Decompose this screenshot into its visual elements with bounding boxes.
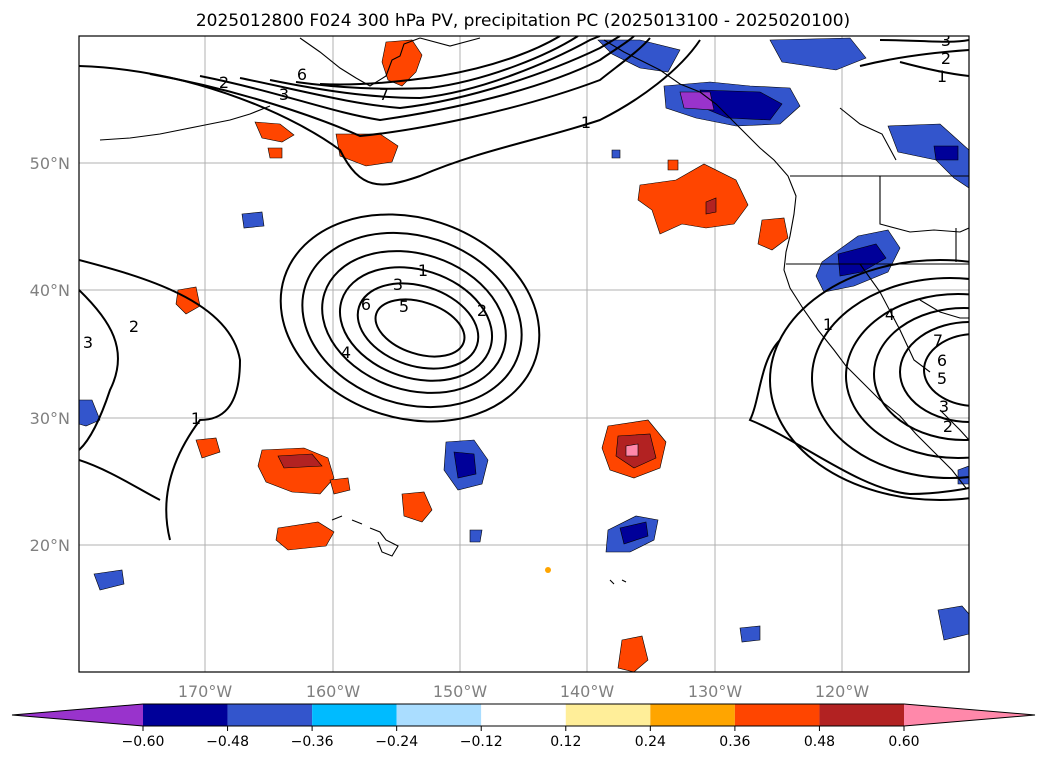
colorbar-segment: [143, 704, 228, 726]
contour-label: 3: [393, 275, 403, 294]
contour-label: 2: [941, 49, 951, 68]
precip-negative-canada-north: [769, 37, 867, 71]
colorbar-tick-label: −0.24: [375, 734, 418, 750]
contour-label: 1: [823, 315, 833, 334]
colorbar-extend-min: [12, 704, 143, 726]
graticule: [79, 36, 969, 672]
precip-positive-aleutian: [254, 121, 295, 143]
contour-label: 3: [939, 397, 949, 416]
contour-label: 3: [279, 85, 289, 104]
colorbar: −0.60 −0.48 −0.36 −0.24 −0.12 0.12 0.24 0.36 0.4…: [11, 703, 1036, 750]
lat-label: 20°N: [30, 536, 70, 555]
colorbar-tick-label: 0.60: [888, 734, 919, 750]
colorbar-tick-label: 0.48: [804, 734, 835, 750]
figure-title: 2025012800 F024 300 hPa PV, precipitatio…: [196, 11, 850, 31]
colorbar-tick-label: −0.12: [460, 734, 503, 750]
colorbar-segment: [396, 704, 482, 726]
contour-label: 5: [937, 369, 947, 388]
lon-label: 130°W: [688, 682, 743, 701]
contour-label: 6: [361, 295, 371, 314]
contour-label: 2: [129, 317, 139, 336]
contour-label: 3: [83, 333, 93, 352]
contour-label: 1: [418, 261, 428, 280]
contour-label: 6: [297, 65, 307, 84]
pv-contour-labels: 1 2 3 4 5 6 2 3 6 7 1 3 2 1 1 4 7 6 5 3 …: [83, 31, 953, 436]
colorbar-tick-label: −0.36: [291, 734, 334, 750]
lon-label: 140°W: [560, 682, 615, 701]
latitude-labels: 50°N 40°N 30°N 20°N: [30, 154, 70, 555]
coastlines: [99, 37, 969, 585]
contour-label: 2: [477, 301, 487, 320]
lat-label: 40°N: [30, 281, 70, 300]
contour-label: 1: [937, 67, 947, 86]
precipitation-shading: [79, 37, 969, 672]
colorbar-segment: [650, 704, 735, 726]
precip-positive-oregon-coast: [757, 217, 789, 251]
map-content: 1 2 3 4 5 6 2 3 6 7 1 3 2 1 1 4 7 6 5 3 …: [79, 31, 969, 672]
contour-label: 2: [219, 73, 229, 92]
lon-label: 150°W: [433, 682, 488, 701]
precip-positive-alaska: [381, 39, 423, 87]
colorbar-tick-label: −0.48: [206, 734, 249, 750]
longitude-labels: 170°W 160°W 150°W 140°W 130°W 120°W: [178, 682, 870, 701]
lon-label: 120°W: [815, 682, 870, 701]
pv-contours: [79, 36, 969, 541]
contour-label: 1: [581, 113, 591, 132]
contour-label: 5: [399, 297, 409, 316]
contour-label: 3: [941, 31, 951, 50]
contour-label: 4: [341, 343, 351, 362]
contour-label: 7: [379, 85, 389, 104]
lat-label: 50°N: [30, 154, 70, 173]
lat-label: 30°N: [30, 409, 70, 428]
lon-label: 160°W: [306, 682, 361, 701]
colorbar-tick-label: −0.60: [122, 734, 165, 750]
contour-label: 1: [191, 409, 201, 428]
colorbar-segment: [227, 704, 313, 726]
colorbar-tick-label: 0.36: [719, 734, 750, 750]
colorbar-tick-label: 0.24: [635, 734, 666, 750]
precip-positive-northeast-pacific: [637, 163, 749, 235]
colorbar-segment: [734, 704, 820, 726]
lon-label: 170°W: [178, 682, 233, 701]
colorbar-segment: [312, 704, 397, 726]
colorbar-tick-label: 0.12: [550, 734, 581, 750]
colorbar-segment: [565, 704, 651, 726]
contour-label: 4: [885, 305, 895, 324]
map-frame: [78, 35, 970, 673]
contour-label: 6: [937, 351, 947, 370]
precip-negative-prairies: [887, 123, 969, 189]
colorbar-segment: [481, 704, 566, 726]
contour-label: 2: [943, 417, 953, 436]
colorbar-segment: [819, 704, 904, 726]
map-panel: [79, 36, 969, 672]
contour-label: 7: [933, 331, 943, 350]
colorbar-extend-max: [904, 704, 1035, 726]
precip-positive-hawaii-west: [275, 521, 335, 551]
